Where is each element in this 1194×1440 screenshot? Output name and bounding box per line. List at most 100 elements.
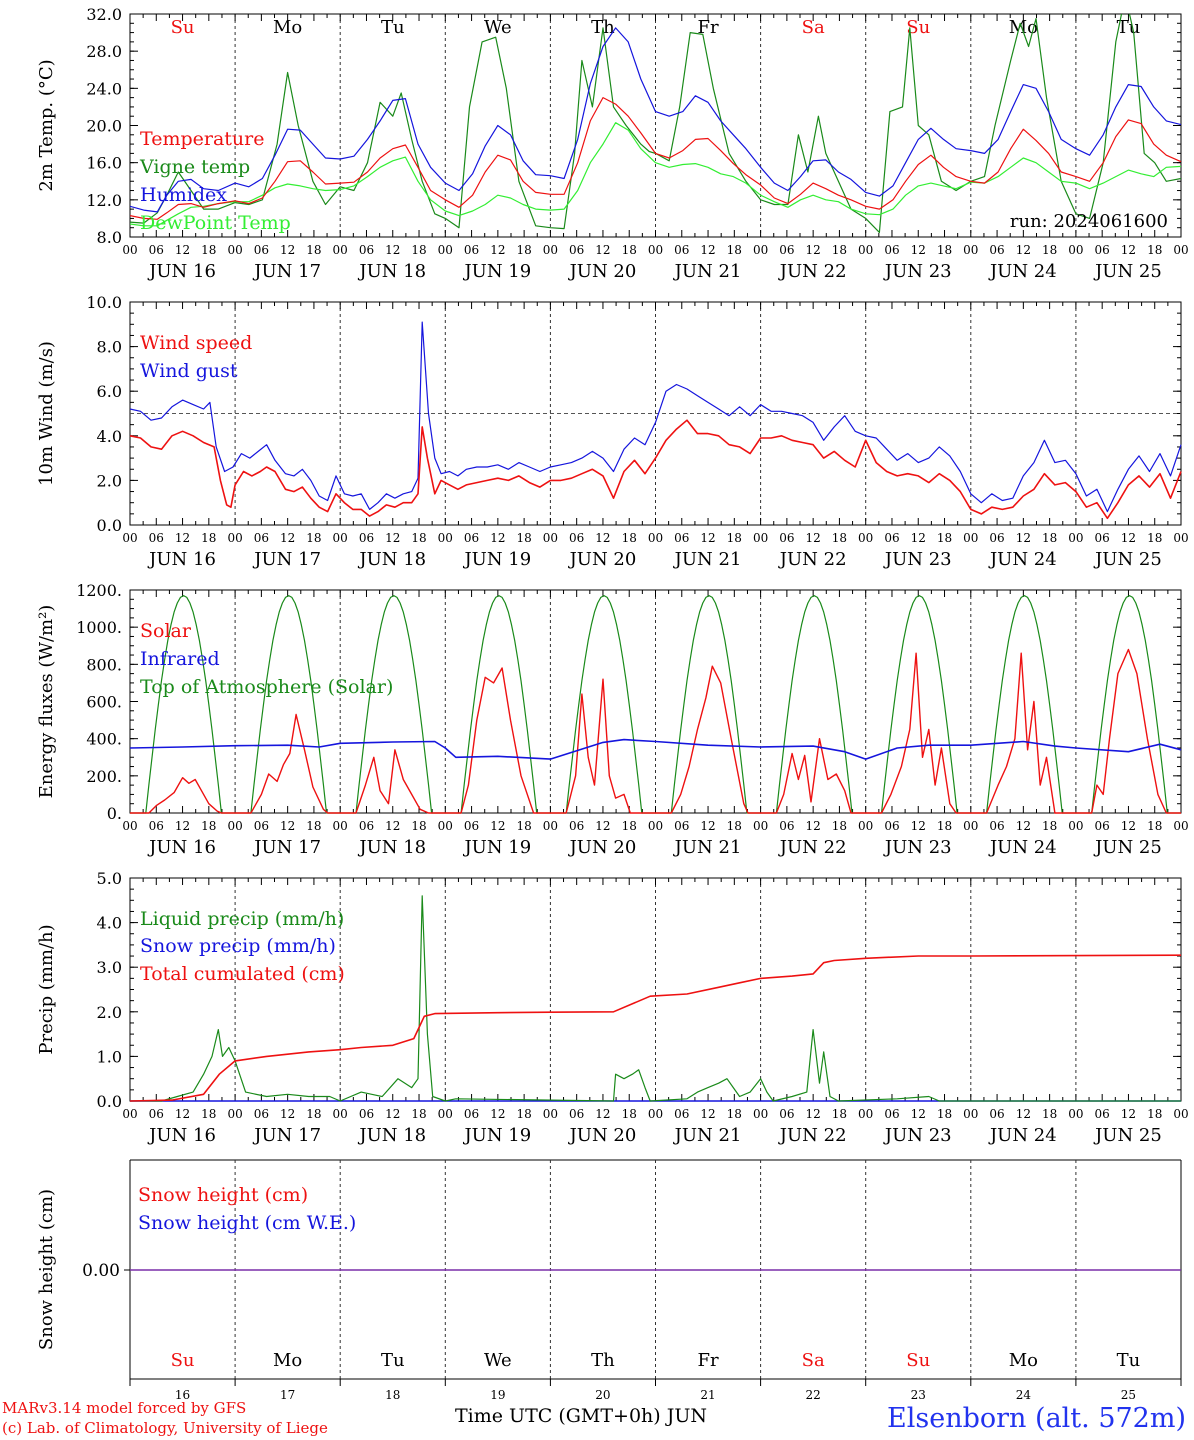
y-tick-label: 6.0 bbox=[97, 382, 122, 401]
y-tick-label: 28.0 bbox=[86, 42, 122, 61]
day-label: JUN 20 bbox=[568, 1125, 637, 1146]
hour-tick-label: 18 bbox=[622, 531, 637, 545]
legend-entry: Humidex bbox=[140, 184, 227, 206]
hour-tick-label: 18 bbox=[1042, 531, 1057, 545]
series-total-cumulated bbox=[129, 954, 1182, 1102]
day-label: JUN 24 bbox=[988, 1125, 1057, 1146]
weekday-label: Su bbox=[171, 17, 195, 38]
day-label: JUN 19 bbox=[462, 837, 531, 858]
day-label: JUN 23 bbox=[883, 261, 952, 282]
hour-tick-label: 18 bbox=[1147, 1107, 1162, 1121]
hour-tick-label: 12 bbox=[280, 531, 295, 545]
hour-tick-label: 00 bbox=[333, 819, 348, 833]
run-annotation: run: 2024061600 bbox=[1010, 211, 1168, 232]
day-label: JUN 24 bbox=[988, 549, 1057, 570]
series-dewpoint-temp bbox=[130, 122, 1181, 227]
day-label: JUN 22 bbox=[778, 1125, 847, 1146]
hour-tick-label: 00 bbox=[648, 531, 663, 545]
day-number: 17 bbox=[280, 1388, 295, 1402]
hour-tick-label: 06 bbox=[464, 1107, 479, 1121]
y-tick-label: 16.0 bbox=[86, 154, 122, 173]
hour-tick-label: 06 bbox=[359, 531, 374, 545]
hour-tick-label: 18 bbox=[306, 243, 321, 257]
hour-tick-label: 12 bbox=[1121, 1107, 1136, 1121]
hour-tick-label: 06 bbox=[779, 531, 794, 545]
hour-tick-label: 18 bbox=[516, 531, 531, 545]
hour-tick-label: 00 bbox=[438, 1107, 453, 1121]
hour-tick-label: 18 bbox=[1042, 1107, 1057, 1121]
y-tick-label: 32.0 bbox=[86, 5, 122, 24]
hour-tick-label: 00 bbox=[858, 243, 873, 257]
hour-tick-label: 18 bbox=[516, 243, 531, 257]
hour-tick-label: 06 bbox=[569, 243, 584, 257]
hour-tick-label: 00 bbox=[122, 1107, 137, 1121]
hour-tick-label: 18 bbox=[832, 819, 847, 833]
day-label: JUN 21 bbox=[673, 837, 742, 858]
hour-tick-label: 06 bbox=[1095, 243, 1110, 257]
hour-tick-label: 06 bbox=[569, 531, 584, 545]
hour-tick-label: 12 bbox=[490, 531, 505, 545]
legend-entry: Wind gust bbox=[140, 360, 238, 382]
hour-tick-label: 18 bbox=[937, 531, 952, 545]
y-tick-label: 4.0 bbox=[97, 427, 122, 446]
hour-tick-label: 18 bbox=[516, 819, 531, 833]
hour-tick-label: 00 bbox=[1173, 1107, 1188, 1121]
weekday-label: Mo bbox=[273, 1350, 302, 1371]
hour-tick-label: 00 bbox=[858, 1107, 873, 1121]
hour-tick-label: 12 bbox=[700, 1107, 715, 1121]
y-tick-label: 1000. bbox=[76, 618, 122, 637]
hour-tick-label: 18 bbox=[727, 243, 742, 257]
x-axis-title: Time UTC (GMT+0h) JUN bbox=[455, 1405, 707, 1427]
hour-tick-label: 06 bbox=[149, 819, 164, 833]
day-label: JUN 19 bbox=[462, 261, 531, 282]
day-label: JUN 25 bbox=[1093, 837, 1162, 858]
weekday-label: Mo bbox=[273, 17, 302, 38]
day-label: JUN 25 bbox=[1093, 261, 1162, 282]
legend-entry: Snow height (cm) bbox=[138, 1184, 308, 1206]
hour-tick-label: 12 bbox=[700, 531, 715, 545]
day-label: JUN 17 bbox=[252, 549, 321, 570]
hour-tick-label: 12 bbox=[806, 1107, 821, 1121]
legend-entry: Total cumulated (cm) bbox=[140, 963, 345, 985]
y-tick-label: 2.0 bbox=[97, 471, 122, 490]
hour-tick-label: 12 bbox=[595, 819, 610, 833]
day-label: JUN 23 bbox=[883, 1125, 952, 1146]
hour-tick-label: 12 bbox=[175, 819, 190, 833]
weekday-label: We bbox=[484, 17, 512, 38]
y-tick-label: 200. bbox=[86, 767, 122, 786]
hour-tick-label: 00 bbox=[333, 1107, 348, 1121]
hour-tick-label: 12 bbox=[595, 1107, 610, 1121]
day-label: JUN 20 bbox=[568, 837, 637, 858]
hour-tick-label: 18 bbox=[201, 819, 216, 833]
y-axis-label: Snow height (cm) bbox=[36, 1189, 57, 1350]
hour-tick-label: 00 bbox=[963, 819, 978, 833]
hour-tick-label: 18 bbox=[622, 1107, 637, 1121]
hour-tick-label: 06 bbox=[254, 243, 269, 257]
day-label: JUN 23 bbox=[883, 837, 952, 858]
day-label: JUN 16 bbox=[147, 1125, 216, 1146]
hour-tick-label: 12 bbox=[1121, 243, 1136, 257]
hour-tick-label: 00 bbox=[543, 1107, 558, 1121]
hour-tick-label: 00 bbox=[1173, 243, 1188, 257]
day-number: 21 bbox=[700, 1388, 715, 1402]
hour-tick-label: 06 bbox=[884, 1107, 899, 1121]
day-label: JUN 18 bbox=[357, 261, 426, 282]
hour-tick-label: 00 bbox=[648, 819, 663, 833]
hour-tick-label: 12 bbox=[806, 243, 821, 257]
hour-tick-label: 06 bbox=[989, 1107, 1004, 1121]
y-tick-label: 1.0 bbox=[97, 1047, 122, 1066]
hour-tick-label: 18 bbox=[1147, 243, 1162, 257]
day-number: 23 bbox=[911, 1388, 926, 1402]
hour-tick-label: 06 bbox=[674, 1107, 689, 1121]
hour-tick-label: 00 bbox=[753, 243, 768, 257]
hour-tick-label: 06 bbox=[779, 819, 794, 833]
hour-tick-label: 06 bbox=[254, 1107, 269, 1121]
hour-tick-label: 06 bbox=[359, 243, 374, 257]
hour-tick-label: 18 bbox=[622, 243, 637, 257]
day-label: JUN 17 bbox=[252, 837, 321, 858]
legend-entry: Vigne temp bbox=[139, 156, 250, 178]
hour-tick-label: 06 bbox=[1095, 819, 1110, 833]
hour-tick-label: 00 bbox=[122, 819, 137, 833]
hour-tick-label: 00 bbox=[333, 243, 348, 257]
hour-tick-label: 00 bbox=[227, 819, 242, 833]
